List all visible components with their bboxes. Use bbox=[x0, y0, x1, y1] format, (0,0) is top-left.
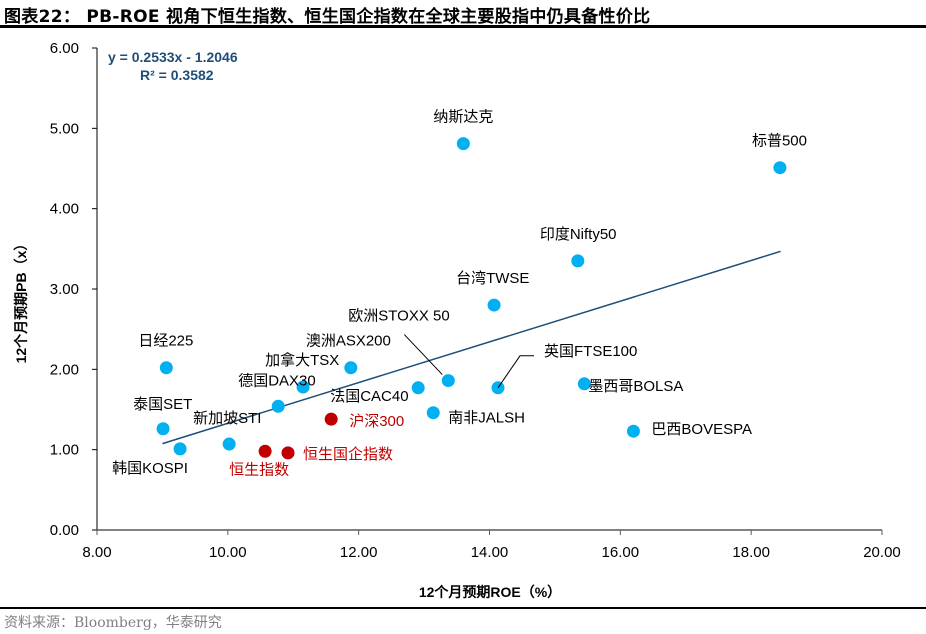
data-point bbox=[487, 298, 501, 312]
data-point bbox=[571, 254, 585, 268]
data-label: 新加坡STI bbox=[193, 410, 261, 427]
data-label: 德国DAX30 bbox=[238, 371, 316, 389]
y-tick-label: 1.00 bbox=[50, 442, 79, 459]
leader-line bbox=[403, 334, 443, 375]
x-tick-label: 8.00 bbox=[82, 544, 111, 561]
x-tick-label: 20.00 bbox=[863, 544, 901, 561]
data-label: 泰国SET bbox=[133, 396, 192, 413]
title-bar: 图表22： PB-ROE 视角下恒生指数、恒生国企指数在全球主要股指中仍具备性价… bbox=[0, 0, 926, 28]
x-tick-label: 16.00 bbox=[602, 544, 640, 561]
chart-title: 图表22： PB-ROE 视角下恒生指数、恒生国企指数在全球主要股指中仍具备性价… bbox=[4, 7, 651, 27]
data-label: 纳斯达克 bbox=[433, 109, 493, 126]
data-point bbox=[159, 361, 173, 375]
y-tick-label: 5.00 bbox=[50, 120, 79, 137]
data-point bbox=[258, 444, 272, 458]
data-label: 墨西哥BOLSA bbox=[588, 378, 683, 395]
data-point bbox=[222, 437, 236, 451]
data-point bbox=[411, 381, 425, 395]
data-point bbox=[441, 374, 455, 388]
data-point bbox=[156, 422, 170, 436]
y-tick-label: 4.00 bbox=[50, 201, 79, 218]
y-tick-label: 2.00 bbox=[50, 361, 79, 378]
data-point bbox=[426, 406, 440, 420]
x-tick-label: 10.00 bbox=[209, 544, 247, 561]
data-point bbox=[324, 412, 338, 426]
data-label: 澳洲ASX200 bbox=[306, 333, 391, 350]
data-point bbox=[344, 361, 358, 375]
y-axis-title: 12个月预期PB（x） bbox=[13, 237, 29, 364]
data-label: 恒生指数 bbox=[229, 461, 289, 478]
data-label: 南非JALSH bbox=[448, 410, 525, 427]
data-point bbox=[626, 424, 640, 438]
data-label: 印度Nifty50 bbox=[540, 226, 617, 243]
scatter-chart: 0.00 1.00 2.00 3.00 4.00 5.00 6.00 8.00 10.00 12.… bbox=[13, 40, 901, 600]
data-label: 韩国KOSPI bbox=[112, 460, 188, 477]
source-note: 资料来源：Bloomberg，华泰研究 bbox=[4, 615, 222, 631]
y-tick-label: 6.00 bbox=[50, 40, 79, 57]
data-point bbox=[456, 137, 470, 151]
x-tick-label: 18.00 bbox=[732, 544, 770, 561]
data-label: 沪深300 bbox=[349, 413, 404, 430]
data-points bbox=[156, 137, 787, 460]
footer-divider bbox=[0, 607, 926, 609]
data-label: 恒生国企指数 bbox=[303, 445, 393, 463]
axes: 0.00 1.00 2.00 3.00 4.00 5.00 6.00 8.00 10.00 12.… bbox=[50, 40, 901, 561]
data-label: 法国CAC40 bbox=[330, 388, 408, 405]
trendline-r-squared: R² = 0.3582 bbox=[140, 67, 214, 83]
trendline bbox=[162, 250, 781, 445]
data-point bbox=[296, 380, 310, 394]
data-point bbox=[271, 399, 285, 413]
data-point bbox=[281, 446, 295, 460]
data-label: 加拿大TSX bbox=[265, 351, 339, 369]
data-label: 日经225 bbox=[138, 333, 193, 350]
y-tick-label: 0.00 bbox=[50, 522, 79, 539]
data-label: 标普500 bbox=[752, 133, 807, 150]
data-point bbox=[577, 377, 591, 391]
y-tick-label: 3.00 bbox=[50, 281, 79, 298]
data-label: 台湾TWSE bbox=[456, 270, 529, 287]
leader-line bbox=[497, 355, 535, 389]
data-label: 欧洲STOXX 50 bbox=[348, 308, 449, 325]
data-label: 英国FTSE100 bbox=[544, 342, 637, 360]
data-point bbox=[773, 161, 787, 175]
x-tick-label: 12.00 bbox=[340, 544, 378, 561]
trendline-equation: y = 0.2533x - 1.2046 bbox=[108, 49, 238, 65]
data-point bbox=[173, 442, 187, 456]
x-axis-title: 12个月预期ROE（%） bbox=[419, 584, 561, 600]
data-label: 巴西BOVESPA bbox=[651, 421, 752, 438]
x-tick-label: 14.00 bbox=[471, 544, 509, 561]
trendline-group bbox=[162, 250, 781, 445]
